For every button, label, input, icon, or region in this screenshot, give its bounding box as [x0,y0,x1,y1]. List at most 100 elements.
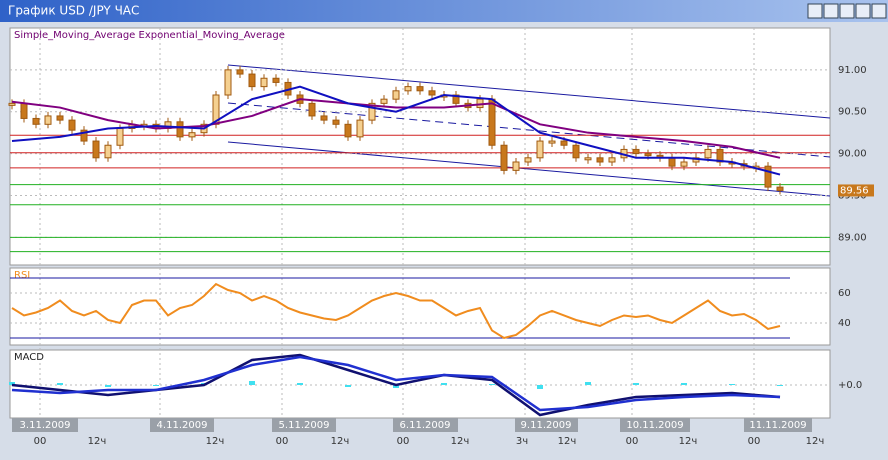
macd-title: MACD [14,352,44,363]
hour-label: 12ч [206,436,225,447]
title-bar [0,0,888,22]
window-title: График USD /JPY ЧАС [8,4,139,18]
candle [572,144,580,159]
hour-labels: 00 12ч 12ч 00 12ч 00 12ч 3ч 12ч 00 12ч 0… [34,436,825,447]
candle [260,77,268,88]
candle [116,127,124,146]
indicator-title: Simple_Moving_Average Exponential_Moving… [14,30,285,41]
hour-label: 00 [276,436,289,447]
histogram-bar [585,382,591,385]
histogram-bar [489,384,495,385]
candle [716,148,724,163]
hour-label: 12ч [679,436,698,447]
candle [404,86,412,92]
candle [224,69,232,96]
candle [548,140,556,144]
histogram-bar [345,385,351,387]
candle [392,90,400,100]
date-label: 5.11.2009 [279,420,330,431]
candle [92,140,100,159]
histogram-bar [297,383,303,385]
candle [356,119,364,138]
rsi-panel [9,267,831,346]
window-buttons[interactable] [807,3,887,19]
last-price-box [838,184,874,197]
date-label: 9.11.2009 [521,420,572,431]
candle [560,140,568,146]
trend-channel [227,64,831,197]
candle [368,102,376,121]
histogram-bar [393,385,399,388]
candle [536,140,544,159]
hour-label: 00 [748,436,761,447]
hour-label: 12ч [88,436,107,447]
hour-label: 00 [397,436,410,447]
candle [452,94,460,104]
histogram-bar [153,385,159,386]
candle [596,157,604,163]
histogram-bar [441,383,447,385]
candle [764,165,772,188]
date-label: 4.11.2009 [157,420,208,431]
candle [380,98,388,104]
rsi-line [11,282,781,340]
histogram-bar [249,381,255,385]
rsi-title: RSI [14,270,30,281]
hour-label: 3ч [516,436,528,447]
histogram-bar [9,382,15,385]
histogram-bar [57,383,63,385]
candle [320,115,328,121]
candle [308,102,316,117]
candle [500,144,508,171]
candle [668,157,676,167]
hour-label: 00 [34,436,47,447]
candle [236,69,244,75]
hour-label: 00 [626,436,639,447]
hour-label: 12ч [331,436,350,447]
histogram-bar [105,385,111,387]
y-tick-label: 40 [838,318,851,329]
candle [56,115,64,121]
date-label: 11.11.2009 [749,420,806,431]
moving-average [11,85,781,176]
vertical-grid [39,28,755,418]
candle [644,153,652,157]
histogram-bar [777,385,783,386]
y-tick-label: 90.00 [838,149,867,160]
date-labels: 3.11.2009 4.11.2009 5.11.2009 6.11.2009 … [12,418,812,432]
y-tick-label: 89.00 [838,232,867,243]
candle [68,119,76,131]
macd-panel [9,349,831,419]
y-tick-label: 60 [838,288,851,299]
price-panel [9,27,831,266]
macd-line [11,355,781,412]
candle [332,119,340,125]
y-tick-label: +0.0 [838,380,862,391]
histogram-bar [729,384,735,385]
candle [488,98,496,146]
candle [632,148,640,155]
candle [20,102,28,119]
y-tick-label: 91.00 [838,65,867,76]
date-label: 3.11.2009 [20,420,71,431]
candle [776,186,784,191]
hour-label: 12ч [806,436,825,447]
date-label: 6.11.2009 [400,420,451,431]
candle [680,161,688,167]
candle [416,86,424,92]
candle [704,148,712,159]
candle [584,157,592,161]
hour-label: 12ч [451,436,470,447]
candle [104,144,112,159]
candle [80,129,88,142]
hour-label: 12ч [558,436,577,447]
candle [8,102,16,106]
candle [428,90,436,96]
candle [608,157,616,163]
candle [188,132,196,138]
macd-line [11,353,781,417]
date-label: 10.11.2009 [626,420,683,431]
histogram-bar [633,383,639,385]
y-tick-label: 90.50 [838,107,867,118]
